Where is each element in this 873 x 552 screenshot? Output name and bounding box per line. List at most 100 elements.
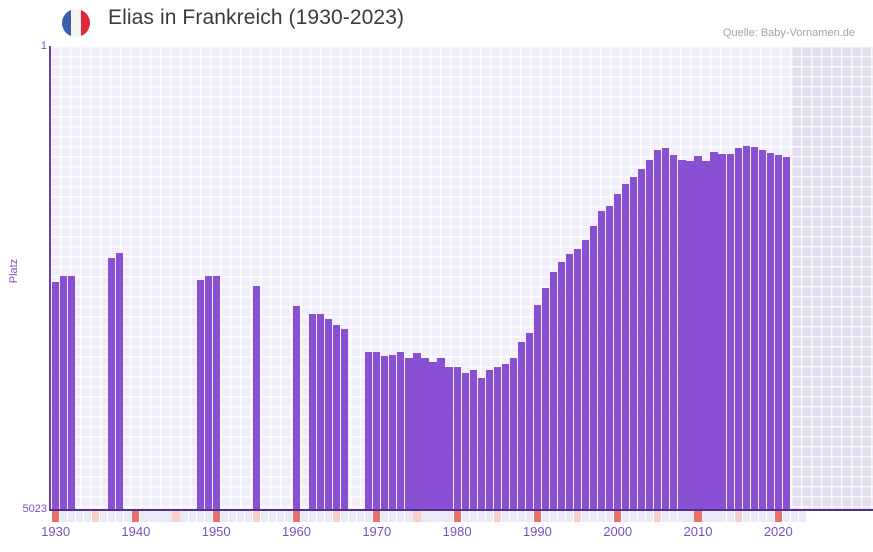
x-axis-tick-label: 1970 — [362, 524, 392, 539]
bar[interactable] — [509, 358, 517, 510]
bar[interactable] — [606, 205, 614, 510]
x-tick-marker — [565, 511, 574, 522]
bar[interactable] — [565, 253, 574, 510]
bar[interactable] — [533, 304, 541, 510]
bar[interactable] — [549, 272, 558, 510]
x-tick-marker — [710, 511, 718, 522]
bar[interactable] — [52, 282, 60, 510]
bar[interactable] — [598, 211, 606, 510]
bar[interactable] — [630, 177, 638, 510]
bar[interactable] — [405, 358, 413, 510]
bar[interactable] — [437, 358, 445, 510]
bar[interactable] — [710, 152, 718, 510]
bar[interactable] — [421, 358, 429, 510]
x-tick-marker — [172, 511, 180, 522]
bar[interactable] — [60, 275, 68, 510]
x-tick-marker — [662, 511, 670, 522]
bar[interactable] — [774, 154, 782, 510]
bar[interactable] — [702, 161, 710, 510]
bar[interactable] — [308, 313, 317, 510]
bar[interactable] — [325, 319, 333, 510]
x-tick-marker — [501, 511, 509, 522]
x-axis-tick-strip — [50, 511, 873, 522]
x-tick-marker — [718, 511, 726, 522]
bar[interactable] — [726, 154, 734, 510]
bar[interactable] — [734, 147, 742, 510]
bar[interactable] — [557, 262, 566, 510]
bar[interactable] — [622, 183, 630, 510]
bar[interactable] — [365, 351, 373, 510]
bar[interactable] — [654, 150, 662, 510]
x-tick-marker — [573, 511, 582, 522]
bar[interactable] — [389, 354, 397, 510]
bar[interactable] — [445, 366, 453, 510]
x-axis-tick-label: 2010 — [683, 524, 713, 539]
x-tick-marker — [220, 511, 228, 522]
x-tick-marker — [726, 511, 734, 522]
bar[interactable] — [477, 377, 485, 510]
x-tick-marker — [525, 511, 533, 522]
bar[interactable] — [252, 286, 260, 510]
bar[interactable] — [662, 147, 670, 510]
bar[interactable] — [670, 154, 678, 510]
bar[interactable] — [493, 366, 501, 510]
x-tick-marker — [268, 511, 276, 522]
y-axis-line — [49, 46, 51, 510]
bar[interactable] — [573, 249, 582, 510]
bar[interactable] — [766, 153, 774, 510]
bar[interactable] — [750, 146, 758, 510]
bar[interactable] — [646, 159, 654, 510]
bar[interactable] — [429, 361, 437, 510]
bar[interactable] — [108, 258, 116, 510]
bar[interactable] — [782, 156, 790, 510]
bar[interactable] — [212, 275, 220, 510]
bar[interactable] — [461, 372, 469, 510]
x-tick-marker — [493, 511, 501, 522]
x-tick-marker — [654, 511, 662, 522]
bar[interactable] — [742, 145, 750, 510]
bar[interactable] — [541, 287, 550, 510]
bar[interactable] — [292, 305, 301, 510]
x-tick-marker — [694, 511, 702, 522]
bar[interactable] — [397, 351, 405, 510]
bar[interactable] — [694, 155, 702, 510]
x-tick-marker — [581, 511, 590, 522]
bar[interactable] — [501, 363, 509, 510]
x-tick-marker — [212, 511, 220, 522]
bar[interactable] — [686, 161, 694, 510]
bar[interactable] — [758, 150, 766, 510]
bar[interactable] — [413, 352, 421, 510]
bar[interactable] — [381, 356, 389, 510]
x-axis-tick-label: 2020 — [763, 524, 793, 539]
bar[interactable] — [614, 193, 622, 510]
bar[interactable] — [316, 313, 325, 510]
bar[interactable] — [678, 159, 686, 510]
x-tick-marker — [244, 511, 252, 522]
bar[interactable] — [590, 226, 598, 510]
bar[interactable] — [525, 333, 533, 510]
bar[interactable] — [485, 370, 493, 510]
bar[interactable] — [453, 366, 461, 510]
x-tick-marker — [646, 511, 654, 522]
x-tick-marker — [533, 511, 541, 522]
x-tick-marker — [116, 511, 124, 522]
bar[interactable] — [517, 341, 525, 510]
bar[interactable] — [196, 279, 204, 510]
france-flag-icon — [62, 9, 90, 37]
y-axis-bottom-label: 5023 — [22, 503, 47, 515]
bar[interactable] — [718, 154, 726, 510]
bar[interactable] — [469, 370, 477, 510]
x-tick-marker — [702, 511, 710, 522]
bar[interactable] — [68, 275, 76, 510]
bar[interactable] — [373, 351, 381, 510]
x-tick-marker — [614, 511, 622, 522]
bar[interactable] — [333, 324, 341, 510]
bar[interactable] — [116, 252, 124, 510]
bar[interactable] — [581, 239, 590, 510]
bar[interactable] — [341, 328, 349, 510]
bar[interactable] — [204, 275, 212, 510]
bar[interactable] — [638, 168, 646, 510]
x-tick-marker — [598, 511, 606, 522]
x-tick-marker — [156, 511, 164, 522]
